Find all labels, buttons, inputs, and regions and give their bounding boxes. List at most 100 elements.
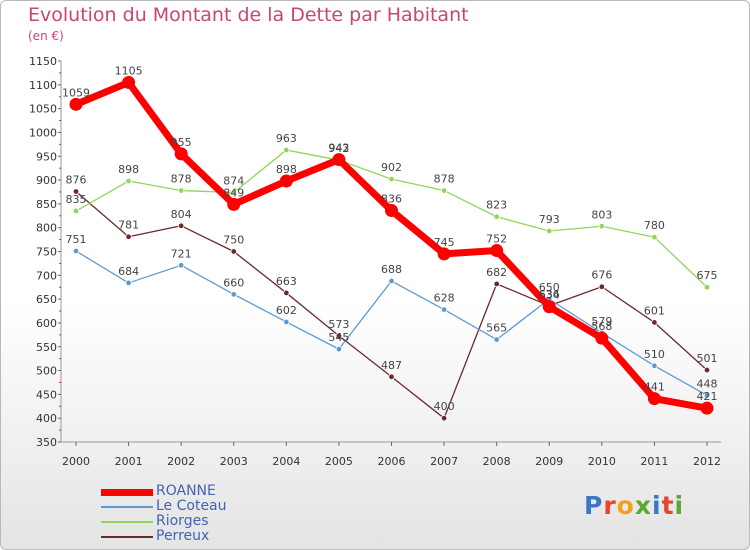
- legend-swatch: [101, 521, 153, 523]
- point-roanne: [700, 401, 714, 415]
- y-tick-label: 850: [36, 198, 57, 211]
- point-perreux: [72, 188, 80, 195]
- y-tick-label: 1050: [29, 103, 57, 116]
- point-roanne: [174, 147, 188, 161]
- point-riorges: [72, 207, 80, 215]
- data-label-perreux: 663: [276, 275, 297, 288]
- point-le-coteau: [177, 262, 185, 269]
- legend-swatch: [101, 536, 153, 538]
- data-label-roanne: 752: [486, 233, 507, 246]
- point-perreux: [703, 366, 711, 374]
- x-tick-label: 2008: [483, 455, 511, 468]
- point-le-coteau: [388, 277, 395, 285]
- data-label-roanne: 745: [434, 236, 455, 249]
- data-label-perreux: 750: [223, 234, 244, 247]
- y-tick-label: 450: [36, 388, 57, 401]
- y-tick-label: 900: [36, 174, 57, 187]
- data-label-roanne: 898: [276, 163, 297, 176]
- point-le-coteau: [651, 362, 658, 369]
- point-le-coteau: [703, 392, 711, 399]
- data-label-riorges: 835: [66, 193, 87, 206]
- data-label-riorges: 675: [697, 269, 718, 282]
- data-label-riorges: 878: [171, 173, 192, 186]
- point-perreux: [230, 248, 237, 255]
- point-perreux: [440, 414, 448, 422]
- x-tick-label: 2006: [378, 455, 406, 468]
- data-label-roanne: 1059: [62, 86, 90, 99]
- point-roanne: [332, 153, 346, 167]
- legend-label: ROANNE: [156, 483, 216, 499]
- point-perreux: [177, 222, 185, 229]
- point-roanne: [69, 97, 83, 111]
- data-label-riorges: 803: [591, 208, 612, 221]
- series-line-perreux: [75, 190, 708, 419]
- y-tick-label: 400: [36, 412, 57, 425]
- data-label-le-coteau: 448: [697, 377, 718, 390]
- x-tick-label: 2010: [588, 455, 616, 468]
- point-riorges: [177, 187, 185, 194]
- x-tick-label: 2005: [325, 455, 353, 468]
- data-label-riorges: 902: [381, 161, 402, 174]
- x-tick-label: 2001: [115, 455, 143, 468]
- point-riorges: [125, 177, 132, 185]
- point-perreux: [388, 373, 395, 380]
- data-label-perreux: 781: [118, 219, 139, 232]
- data-label-roanne: 836: [381, 193, 402, 206]
- legend-swatch: [101, 506, 153, 508]
- x-tick-label: 2011: [640, 455, 668, 468]
- point-riorges: [388, 175, 395, 183]
- data-label-perreux: 876: [66, 173, 87, 186]
- data-label-le-coteau: 579: [591, 315, 612, 328]
- x-tick-label: 2004: [272, 455, 300, 468]
- data-label-roanne: 441: [644, 381, 665, 394]
- point-riorges: [283, 146, 290, 154]
- data-label-roanne: 634: [539, 289, 560, 302]
- point-le-coteau: [125, 279, 132, 287]
- x-tick-label: 2002: [167, 455, 195, 468]
- data-label-roanne: 955: [171, 136, 192, 149]
- data-label-riorges: 780: [644, 219, 665, 232]
- chart-subtitle: (en €): [28, 29, 64, 43]
- point-roanne: [647, 392, 661, 406]
- x-tick-label: 2003: [220, 455, 248, 468]
- data-label-le-coteau: 688: [381, 263, 402, 276]
- proxiti-logo: Proxiti: [584, 491, 685, 520]
- y-tick-label: 650: [36, 293, 57, 306]
- data-label-le-coteau: 650: [539, 281, 560, 294]
- data-label-perreux: 400: [434, 400, 455, 413]
- point-roanne: [542, 300, 556, 314]
- data-label-le-coteau: 510: [644, 348, 665, 361]
- point-le-coteau: [335, 345, 343, 353]
- data-label-le-coteau: 545: [328, 331, 349, 344]
- point-perreux: [651, 319, 658, 326]
- point-perreux: [493, 280, 500, 288]
- data-label-perreux: 676: [591, 269, 612, 282]
- point-riorges: [598, 223, 606, 230]
- data-label-perreux: 682: [486, 266, 507, 279]
- point-le-coteau: [230, 291, 237, 298]
- data-label-perreux: 804: [171, 208, 192, 221]
- y-tick-label: 500: [36, 365, 57, 378]
- data-label-le-coteau: 565: [486, 322, 507, 335]
- y-tick-label: 1100: [29, 79, 57, 92]
- point-roanne: [490, 244, 504, 258]
- point-perreux: [598, 283, 606, 290]
- data-label-le-coteau: 628: [434, 292, 455, 305]
- legend-label: Le Coteau: [156, 498, 227, 514]
- data-label-le-coteau: 602: [276, 304, 297, 317]
- x-tick-label: 2007: [430, 455, 458, 468]
- point-le-coteau: [72, 247, 80, 255]
- point-riorges: [440, 187, 448, 194]
- data-label-riorges: 878: [434, 173, 455, 186]
- data-label-riorges: 823: [486, 199, 507, 212]
- data-label-roanne: 568: [591, 320, 612, 333]
- chart-title: Evolution du Montant de la Dette par Hab…: [28, 4, 469, 26]
- x-tick-label: 2012: [693, 455, 721, 468]
- y-tick-label: 550: [36, 341, 57, 354]
- point-perreux: [125, 233, 132, 240]
- point-roanne: [279, 174, 293, 188]
- data-label-roanne: 1105: [115, 64, 143, 77]
- y-tick-label: 950: [36, 150, 57, 163]
- series-layer: [69, 75, 714, 422]
